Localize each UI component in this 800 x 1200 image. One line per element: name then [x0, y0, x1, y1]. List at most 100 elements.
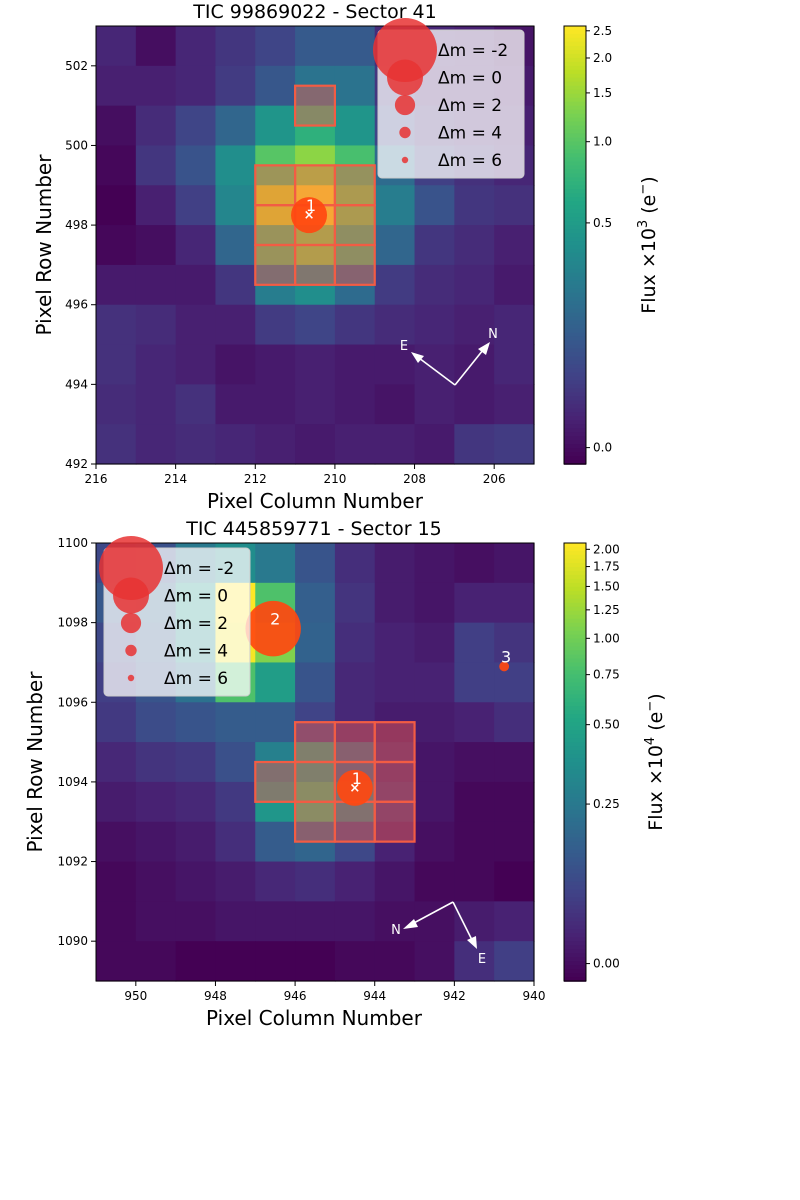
colorbar-segment — [564, 420, 586, 425]
pixel-cell — [255, 65, 296, 107]
colorbar-tick-label: 0.5 — [593, 216, 612, 230]
colorbar-segment — [564, 626, 586, 632]
star-label: 1 — [352, 769, 362, 788]
pixel-cell — [295, 26, 336, 67]
colorbar-segment — [564, 125, 586, 131]
colorbar-segment — [564, 272, 586, 278]
legend-marker — [125, 644, 137, 657]
panel-1-title: TIC 99869022 - Sector 41 — [192, 1, 436, 23]
pixel-cell — [96, 781, 137, 823]
colorbar-segment — [564, 404, 586, 410]
colorbar-1: 0.0 0.5 1.0 1.5 2.0 2.5 — [563, 24, 612, 465]
pixel-cell — [175, 26, 217, 67]
pixel-cell — [96, 304, 137, 346]
star-label: 1 — [306, 196, 316, 215]
colorbar-segment — [564, 268, 586, 274]
colorbar-segment — [564, 881, 586, 887]
y-tick-label: 1098 — [57, 616, 88, 630]
y-tick-label: 498 — [65, 218, 88, 232]
pixel-cell — [454, 582, 495, 624]
colorbar-segment — [564, 622, 586, 628]
legend-marker — [401, 156, 409, 164]
pixel-cell — [96, 65, 137, 107]
pixel-cell — [135, 304, 177, 346]
pixel-cell — [414, 622, 455, 664]
colorbar-segment — [564, 897, 586, 903]
legend-label: Δm = 0 — [438, 69, 502, 89]
pixel-cell — [175, 781, 217, 823]
colorbar-segment — [564, 861, 586, 867]
pixel-cell — [215, 264, 256, 306]
pixel-cell — [175, 742, 217, 783]
colorbar-segment — [564, 388, 586, 394]
pixel-cell — [414, 344, 455, 385]
colorbar-segment — [564, 432, 586, 437]
aperture-pixel — [333, 800, 376, 843]
pixel-cell — [374, 662, 416, 703]
colorbar-segment — [564, 941, 586, 946]
colorbar-segment — [564, 165, 586, 171]
colorbar-segment — [564, 662, 586, 668]
y-tick-label: 492 — [65, 457, 88, 471]
pixel-cell — [494, 742, 535, 783]
colorbar-segment — [564, 913, 586, 919]
pixel-cell — [494, 185, 535, 226]
colorbar-tick-label: 1.0 — [593, 135, 612, 149]
x-tick-label: 212 — [244, 472, 267, 486]
colorbar-segment — [564, 853, 586, 859]
pixel-cell — [135, 384, 177, 425]
colorbar-segment — [564, 566, 586, 572]
colorbar-segment — [564, 921, 586, 927]
pixel-cell — [175, 861, 217, 902]
colorbar-segment — [564, 618, 586, 624]
colorbar-segment — [564, 893, 586, 899]
colorbar-segment — [564, 813, 586, 819]
colorbar-segment — [564, 909, 586, 915]
colorbar-segment — [564, 742, 586, 747]
pixel-cell — [96, 941, 137, 982]
plot-frame-1 — [95, 25, 535, 465]
legend-marker — [387, 59, 423, 96]
pixel-cell — [334, 901, 376, 942]
pixel-cell — [135, 861, 177, 902]
colorbar-segment — [564, 101, 586, 107]
colorbar-segment — [564, 750, 586, 755]
pixel-cell — [295, 543, 336, 584]
pixel-cell — [334, 105, 376, 147]
colorbar-segment — [564, 61, 586, 67]
x-tick-label: 948 — [204, 989, 227, 1003]
pixel-cell — [454, 225, 495, 266]
pixel-cell — [454, 781, 495, 823]
pixel-cell — [494, 225, 535, 266]
pixel-cell — [414, 821, 455, 863]
colorbar-segment — [564, 161, 586, 167]
colorbar-segment — [564, 292, 586, 298]
target-cross: × — [304, 208, 315, 223]
legend-label: Δm = 6 — [164, 669, 228, 689]
pixel-cell — [255, 662, 296, 703]
pixel-cell — [135, 941, 177, 982]
pixel-cell — [334, 543, 376, 584]
pixel-cell — [215, 26, 256, 67]
colorbar-tick-label: 2.00 — [593, 542, 620, 556]
pixel-cell — [295, 384, 336, 425]
compass-1: N E — [400, 327, 498, 386]
colorbar-segment — [564, 173, 586, 179]
pixel-cell — [414, 742, 455, 783]
pixel-cell — [96, 384, 137, 425]
legend-label: Δm = 4 — [438, 124, 502, 144]
pixel-cell — [454, 424, 495, 465]
colorbar-segment — [564, 412, 586, 418]
colorbar-segment — [564, 805, 586, 811]
pixel-cell — [135, 264, 177, 306]
colorbar-segment — [564, 977, 586, 982]
stars-1: ×1 — [291, 196, 328, 234]
colorbar-tick-label: 1.50 — [593, 579, 620, 593]
panel-2-xlabel: Pixel Column Number — [206, 1006, 423, 1030]
colorbar-segment — [564, 734, 586, 739]
compass-1-east-arrow — [418, 357, 456, 386]
pixel-cell — [135, 821, 177, 863]
colorbar-segment — [564, 965, 586, 970]
colorbar-segment — [564, 137, 586, 143]
pixel-cell — [135, 225, 177, 266]
